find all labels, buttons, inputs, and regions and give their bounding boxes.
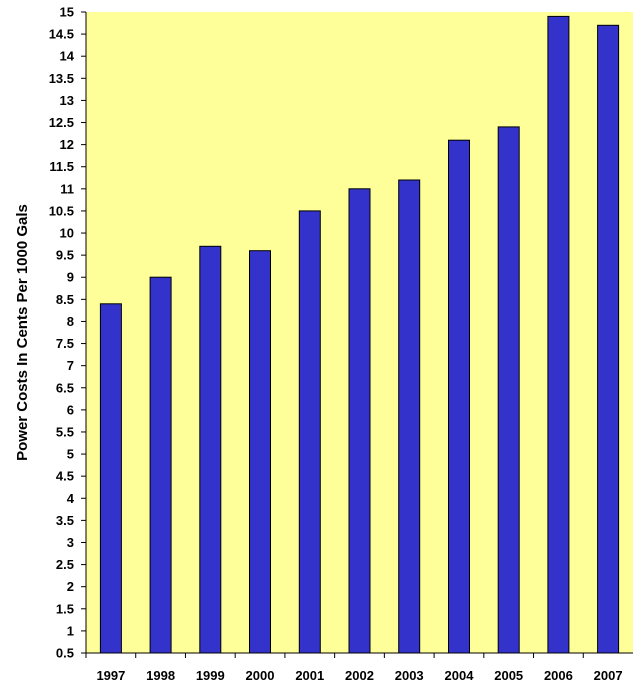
- bar-2003: [398, 179, 421, 654]
- x-tick-label-2006: 2006: [544, 668, 573, 683]
- bar-2002: [348, 188, 371, 654]
- x-tick-label-2003: 2003: [395, 668, 424, 683]
- y-tick-label: 5: [67, 447, 74, 462]
- y-tick-label: 7.5: [56, 336, 74, 351]
- y-tick-label: 9.5: [56, 248, 74, 263]
- x-tick-label-1999: 1999: [196, 668, 225, 683]
- y-tick-label: 12: [60, 137, 74, 152]
- y-tick-label: 2: [67, 579, 74, 594]
- bar-2005: [497, 126, 520, 654]
- bar-2000: [249, 250, 271, 654]
- x-tick-label-2002: 2002: [345, 668, 374, 683]
- y-tick-label: 11: [60, 181, 74, 196]
- y-tick-label: 12.5: [49, 115, 74, 130]
- y-tick-label: 7: [67, 358, 74, 373]
- x-tick-label-1997: 1997: [96, 668, 125, 683]
- y-tick-label: 15: [60, 5, 74, 20]
- bars-group: [99, 15, 620, 654]
- y-tick-label: 1.5: [56, 601, 74, 616]
- bar-1998: [149, 276, 172, 654]
- y-tick-label: 5.5: [56, 425, 74, 440]
- y-tick-label: 8: [67, 314, 74, 329]
- x-tick-label-2005: 2005: [494, 668, 523, 683]
- bar-2007: [597, 24, 620, 654]
- y-tick-label: 2.5: [56, 557, 74, 572]
- y-tick-label: 1: [67, 623, 74, 638]
- y-tick-label: 4: [67, 491, 75, 506]
- y-tick-label: 3.5: [56, 513, 74, 528]
- y-axis: 0.511.522.533.544.555.566.577.588.599.51…: [49, 5, 87, 661]
- y-tick-label: 11.5: [49, 159, 74, 174]
- bar-1999: [199, 245, 222, 654]
- y-tick-label: 6: [67, 402, 74, 417]
- y-tick-label: 8.5: [56, 292, 74, 307]
- y-tick-label: 0.5: [56, 646, 74, 661]
- x-tick-label-2004: 2004: [445, 668, 475, 683]
- bar-2006: [547, 15, 570, 654]
- y-tick-label: 13.5: [49, 71, 74, 86]
- y-tick-label: 3: [67, 535, 74, 550]
- bar-1997: [99, 303, 122, 654]
- y-tick-label: 4.5: [56, 469, 74, 484]
- y-tick-label: 14.5: [49, 27, 74, 42]
- bar-2001: [298, 210, 321, 654]
- y-tick-label: 10.5: [49, 203, 74, 218]
- y-tick-label: 13: [60, 93, 74, 108]
- y-tick-label: 6.5: [56, 380, 74, 395]
- y-tick-label: 9: [67, 270, 74, 285]
- x-tick-label-1998: 1998: [146, 668, 175, 683]
- bar-2004: [448, 139, 470, 654]
- y-tick-label: 14: [60, 49, 75, 64]
- x-tick-label-2007: 2007: [594, 668, 623, 683]
- x-tick-label-2000: 2000: [246, 668, 275, 683]
- x-axis: 1997 1998 1999 2000 2001 2002 2003 2004 2005 2006…: [85, 652, 633, 683]
- y-tick-label: 10: [60, 226, 74, 241]
- y-axis-title: Power Costs In Cents Per 1000 Gals: [14, 204, 31, 461]
- x-tick-label-2001: 2001: [295, 668, 324, 683]
